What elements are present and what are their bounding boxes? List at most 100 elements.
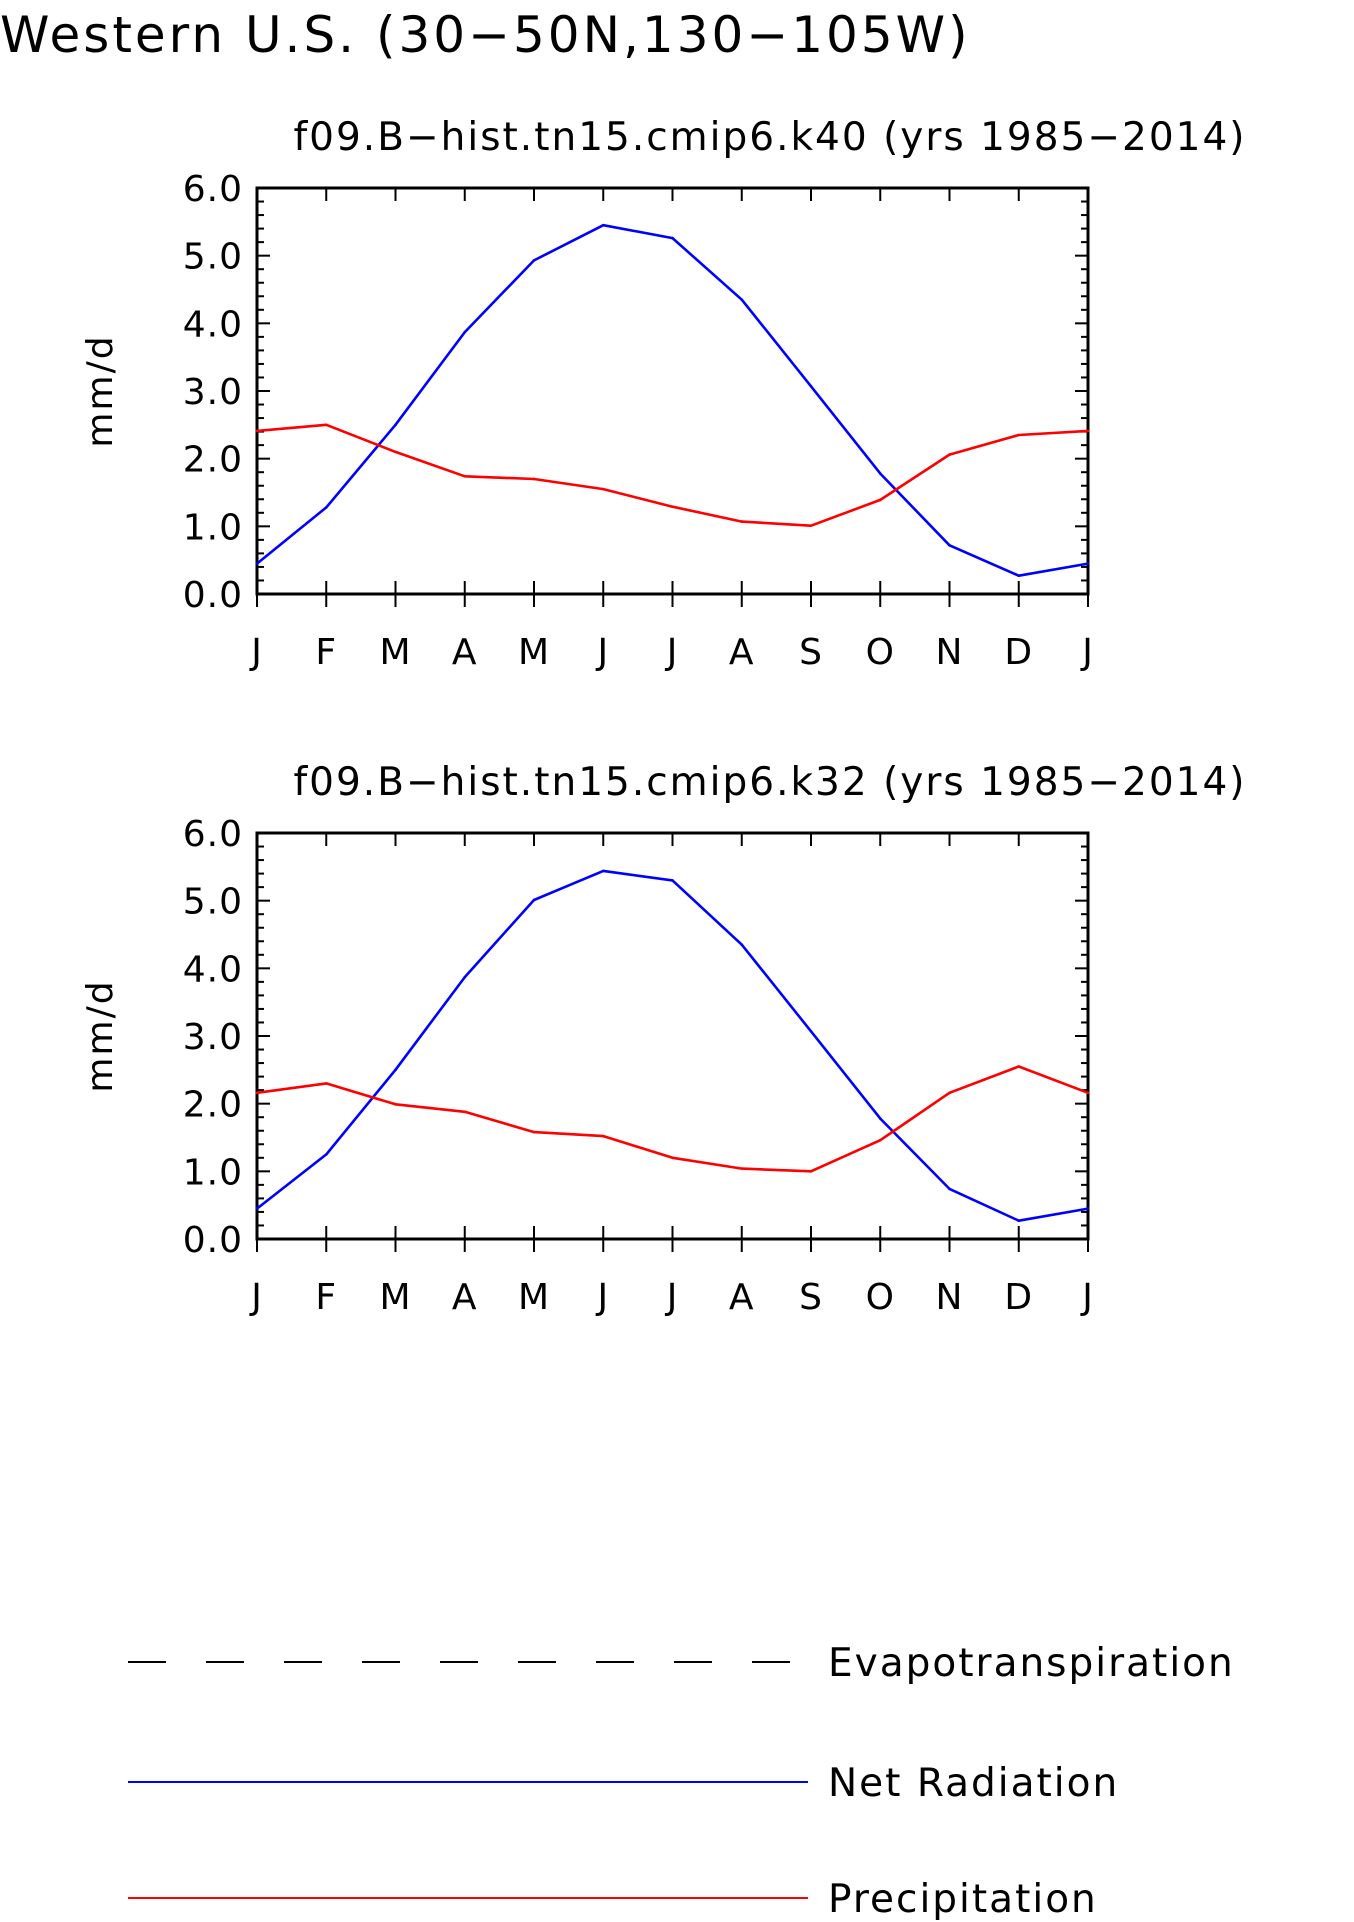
x-tick-label: J bbox=[1080, 632, 1094, 673]
x-tick-label: S bbox=[799, 1277, 823, 1318]
x-tick-label: N bbox=[936, 1277, 964, 1318]
y-tick-label: 0.0 bbox=[183, 575, 243, 616]
x-tick-label: A bbox=[452, 1277, 478, 1318]
data-point-net-radiation bbox=[601, 223, 605, 227]
data-point-precipitation bbox=[948, 1091, 951, 1095]
data-point-precipitation bbox=[255, 429, 259, 433]
data-point-net-radiation bbox=[878, 1117, 882, 1120]
data-point-net-radiation bbox=[948, 1187, 951, 1191]
data-point-net-radiation bbox=[671, 879, 674, 882]
x-tick-label: A bbox=[452, 632, 478, 673]
x-tick-label: J bbox=[595, 1277, 609, 1318]
y-tick-label: 4.0 bbox=[183, 949, 243, 990]
data-point-net-radiation bbox=[255, 1207, 259, 1210]
data-point-net-radiation bbox=[532, 898, 536, 902]
x-tick-label: A bbox=[729, 632, 755, 673]
data-point-net-radiation bbox=[394, 423, 397, 427]
data-point-net-radiation bbox=[463, 975, 467, 979]
x-tick-label: M bbox=[518, 1277, 550, 1318]
x-tick-label: J bbox=[249, 632, 263, 673]
x-tick-label: D bbox=[1004, 632, 1033, 673]
x-tick-label: M bbox=[518, 632, 550, 673]
x-tick-label: J bbox=[665, 632, 679, 673]
data-point-precipitation bbox=[878, 498, 882, 502]
data-point-precipitation bbox=[671, 505, 674, 509]
data-point-net-radiation bbox=[809, 1029, 813, 1033]
data-point-precipitation bbox=[809, 1170, 813, 1173]
y-tick-label: 3.0 bbox=[183, 372, 243, 413]
y-tick-label: 6.0 bbox=[183, 814, 243, 855]
x-tick-label: O bbox=[866, 1277, 895, 1318]
data-point-precipitation bbox=[463, 474, 467, 478]
y-tick-label: 0.0 bbox=[183, 1220, 243, 1261]
legend: Evapotranspiration Net Radiation Precipita… bbox=[128, 1641, 1235, 1922]
legend-label-precipitation: Precipitation bbox=[828, 1877, 1098, 1922]
y-axis-label: mm/d bbox=[80, 334, 121, 447]
data-point-precipitation bbox=[671, 1156, 674, 1160]
y-tick-label: 5.0 bbox=[183, 237, 243, 278]
data-point-precipitation bbox=[740, 1167, 744, 1170]
data-point-precipitation bbox=[1017, 433, 1021, 437]
data-point-precipitation bbox=[948, 453, 951, 456]
data-point-precipitation bbox=[324, 423, 328, 427]
x-tick-label: D bbox=[1004, 1277, 1033, 1318]
data-point-net-radiation bbox=[324, 506, 328, 509]
y-axis-label: mm/d bbox=[80, 979, 121, 1092]
x-tick-label: M bbox=[379, 1277, 411, 1318]
data-point-precipitation bbox=[532, 1130, 536, 1134]
data-point-precipitation bbox=[1086, 1091, 1090, 1095]
data-point-net-radiation bbox=[948, 543, 951, 547]
data-point-precipitation bbox=[324, 1082, 328, 1085]
page-title: Western U.S. (30−50N,130−105W) bbox=[0, 6, 971, 64]
y-tick-label: 1.0 bbox=[183, 1152, 243, 1193]
data-point-net-radiation bbox=[1086, 1207, 1090, 1210]
plot-frame bbox=[255, 186, 1090, 596]
x-tick-label: J bbox=[665, 1277, 679, 1318]
data-point-net-radiation bbox=[878, 472, 882, 475]
plot-frame bbox=[255, 831, 1090, 1241]
data-point-net-radiation bbox=[1017, 574, 1021, 578]
x-tick-label: J bbox=[1080, 1277, 1094, 1318]
chart-panel-k40: f09.B−hist.tn15.cmip6.k40 (yrs 1985−2014… bbox=[80, 115, 1246, 673]
series-line-precipitation bbox=[256, 1065, 1089, 1173]
x-tick-label: J bbox=[249, 1277, 263, 1318]
x-tick-label: O bbox=[866, 632, 895, 673]
y-tick-label: 3.0 bbox=[183, 1017, 243, 1058]
series-line-net-radiation bbox=[256, 869, 1089, 1223]
data-point-precipitation bbox=[1017, 1065, 1021, 1068]
x-tick-label: F bbox=[315, 632, 337, 673]
legend-label-evapotranspiration: Evapotranspiration bbox=[828, 1641, 1235, 1686]
data-point-precipitation bbox=[601, 487, 605, 491]
data-point-net-radiation bbox=[671, 236, 674, 240]
data-point-precipitation bbox=[394, 450, 397, 454]
x-tick-label: A bbox=[729, 1277, 755, 1318]
data-point-precipitation bbox=[255, 1091, 259, 1095]
x-tick-label: S bbox=[799, 632, 823, 673]
data-point-net-radiation bbox=[532, 259, 536, 262]
chart-title: f09.B−hist.tn15.cmip6.k32 (yrs 1985−2014… bbox=[293, 760, 1246, 805]
x-tick-label: J bbox=[595, 632, 609, 673]
chart-panel-k32: f09.B−hist.tn15.cmip6.k32 (yrs 1985−2014… bbox=[80, 760, 1246, 1318]
series-line-net-radiation bbox=[256, 223, 1089, 578]
data-point-net-radiation bbox=[1086, 562, 1090, 565]
data-point-precipitation bbox=[1086, 429, 1090, 433]
x-tick-label: M bbox=[379, 632, 411, 673]
chart-title: f09.B−hist.tn15.cmip6.k40 (yrs 1985−2014… bbox=[293, 115, 1246, 160]
data-point-precipitation bbox=[809, 524, 813, 527]
data-point-precipitation bbox=[463, 1110, 467, 1114]
data-point-net-radiation bbox=[1017, 1219, 1021, 1223]
y-tick-label: 2.0 bbox=[183, 440, 243, 481]
data-point-precipitation bbox=[394, 1103, 397, 1106]
data-point-net-radiation bbox=[809, 384, 813, 388]
data-point-precipitation bbox=[740, 520, 744, 523]
data-point-net-radiation bbox=[255, 562, 259, 565]
data-point-precipitation bbox=[532, 477, 536, 481]
x-tick-label: F bbox=[315, 1277, 337, 1318]
y-tick-label: 2.0 bbox=[183, 1085, 243, 1126]
data-point-net-radiation bbox=[394, 1068, 397, 1072]
y-tick-label: 1.0 bbox=[183, 507, 243, 548]
legend-label-net-radiation: Net Radiation bbox=[828, 1761, 1119, 1806]
y-tick-label: 6.0 bbox=[183, 169, 243, 210]
data-point-net-radiation bbox=[601, 869, 605, 873]
data-point-net-radiation bbox=[463, 330, 467, 334]
